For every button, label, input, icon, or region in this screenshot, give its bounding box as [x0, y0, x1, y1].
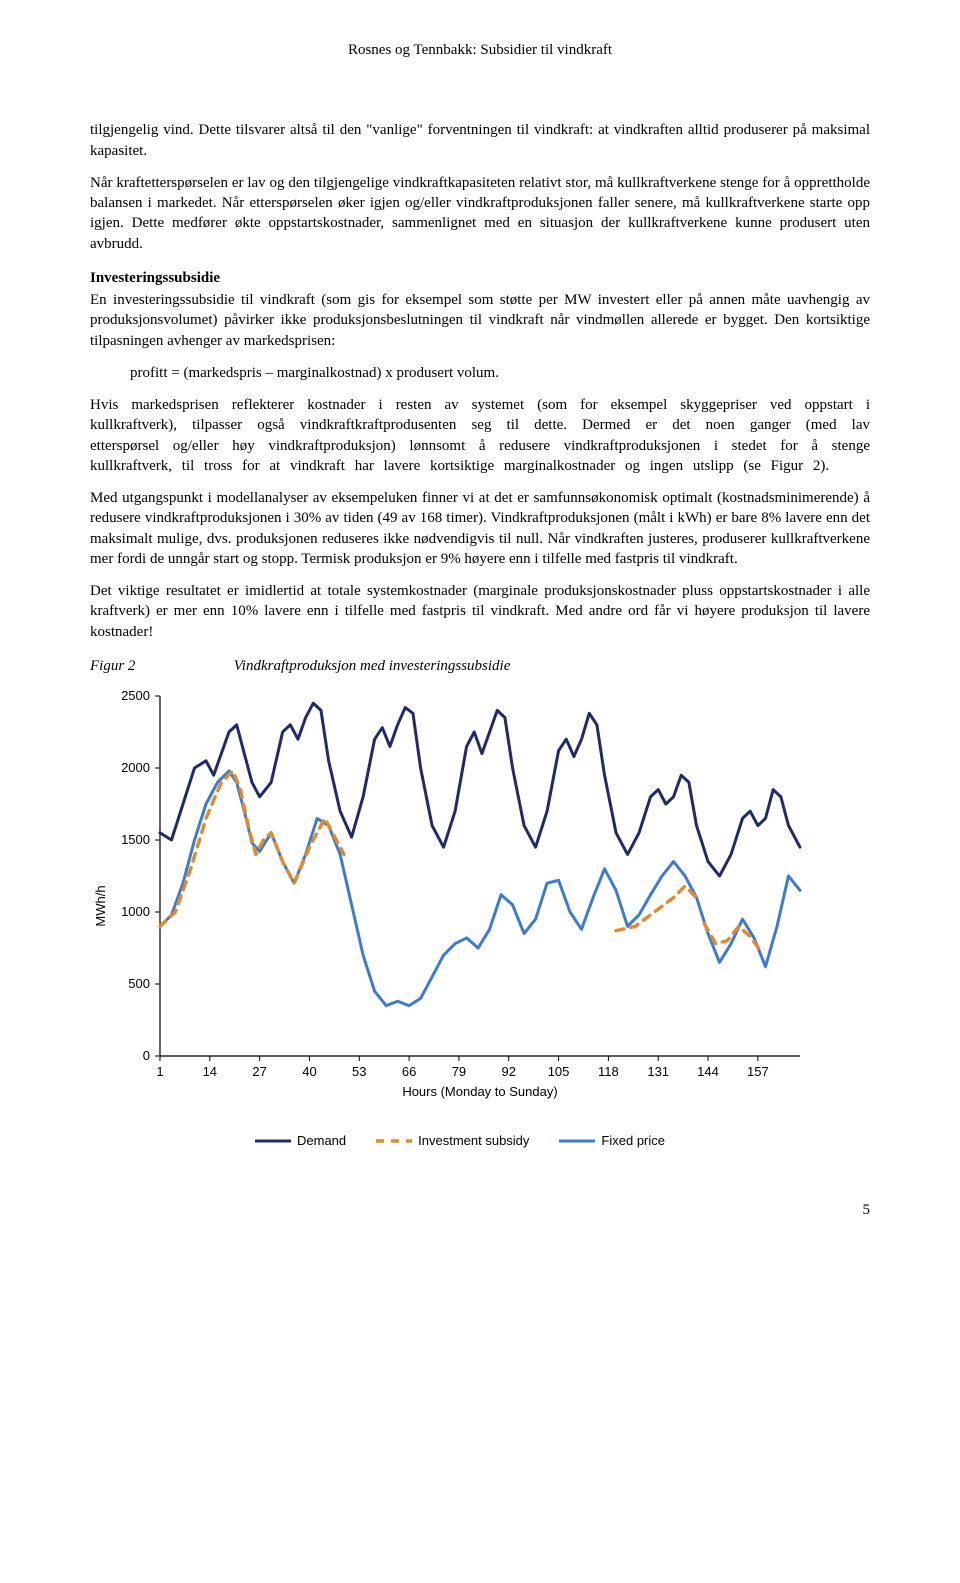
svg-text:53: 53	[352, 1064, 366, 1079]
svg-text:1000: 1000	[121, 904, 150, 919]
chart-legend: Demand Investment subsidy Fixed price	[90, 1132, 830, 1150]
legend-swatch-investment	[376, 1134, 412, 1148]
figure-2-title: Vindkraftproduksjon med investeringssubs…	[234, 658, 511, 674]
paragraph-1: tilgjengelig vind. Dette tilsvarer altså…	[90, 120, 870, 161]
svg-text:14: 14	[203, 1064, 217, 1079]
legend-swatch-demand	[255, 1134, 291, 1148]
paragraph-6: Med utgangspunkt i modellanalyser av eks…	[90, 488, 870, 569]
chart-svg: 0 500 1000 1500 2000 2500 1 14 27 40 53 66 79 92 105 11…	[90, 686, 830, 1126]
svg-text:0: 0	[143, 1048, 150, 1063]
legend-item-investment: Investment subsidy	[376, 1132, 529, 1150]
svg-text:118: 118	[598, 1064, 619, 1079]
legend-label-demand: Demand	[297, 1132, 346, 1150]
page-number: 5	[90, 1200, 870, 1220]
svg-text:2000: 2000	[121, 760, 150, 775]
figure-2-caption: Figur 2 Vindkraftproduksjon med invester…	[90, 656, 870, 676]
svg-text:1: 1	[156, 1064, 163, 1079]
figure-2-label: Figur 2	[90, 656, 230, 676]
svg-text:2500: 2500	[121, 688, 150, 703]
legend-item-fixed: Fixed price	[559, 1132, 665, 1150]
svg-text:27: 27	[252, 1064, 266, 1079]
chart-y-axis-label: MWh/h	[92, 885, 110, 926]
legend-label-fixed: Fixed price	[601, 1132, 665, 1150]
svg-text:131: 131	[647, 1064, 669, 1079]
svg-text:144: 144	[697, 1064, 719, 1079]
paragraph-5: Hvis markedsprisen reflekterer kostnader…	[90, 395, 870, 476]
svg-text:105: 105	[548, 1064, 570, 1079]
legend-item-demand: Demand	[255, 1132, 346, 1150]
figure-2-chart: MWh/h 0 500 1000 1500 2000 2500 1 14 27 40 53 66 79 9…	[90, 686, 830, 1126]
paragraph-3: En investeringssubsidie til vindkraft (s…	[90, 290, 870, 351]
svg-text:157: 157	[747, 1064, 769, 1079]
legend-swatch-fixed	[559, 1134, 595, 1148]
svg-text:1500: 1500	[121, 832, 150, 847]
paragraph-4-profit-formula: profitt = (markedspris – marginalkostnad…	[130, 363, 870, 383]
paragraph-2: Når kraftetterspørselen er lav og den ti…	[90, 173, 870, 254]
paragraph-7: Det viktige resultatet er imidlertid at …	[90, 581, 870, 642]
svg-text:92: 92	[502, 1064, 516, 1079]
svg-text:40: 40	[302, 1064, 316, 1079]
svg-text:Hours (Monday to Sunday): Hours (Monday to Sunday)	[402, 1084, 557, 1099]
svg-text:500: 500	[128, 976, 150, 991]
legend-label-investment: Investment subsidy	[418, 1132, 529, 1150]
section-heading-investering: Investeringssubsidie	[90, 268, 870, 288]
svg-text:79: 79	[452, 1064, 466, 1079]
svg-text:66: 66	[402, 1064, 416, 1079]
page-header: Rosnes og Tennbakk: Subsidier til vindkr…	[90, 40, 870, 60]
